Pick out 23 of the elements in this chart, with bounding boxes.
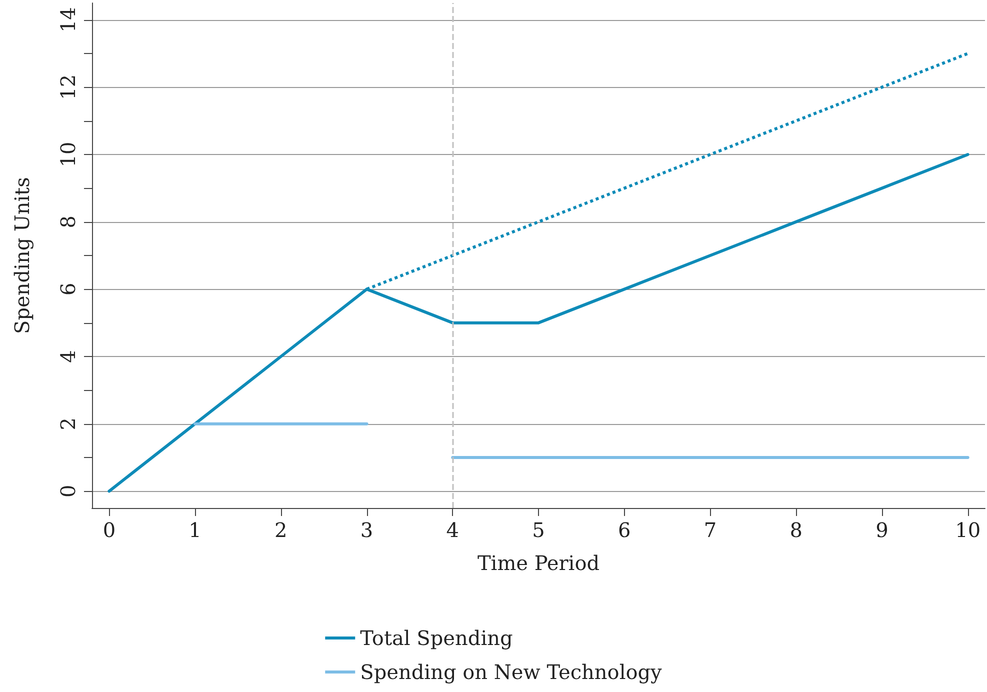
y-tick-label: 2 bbox=[56, 417, 80, 430]
x-tick-label: 10 bbox=[955, 518, 981, 542]
x-tick-label: 4 bbox=[446, 518, 459, 542]
y-tick-label: 4 bbox=[56, 350, 80, 363]
x-tick-label: 9 bbox=[876, 518, 888, 542]
x-tick-label: 6 bbox=[618, 518, 631, 542]
x-tick-label: 1 bbox=[188, 518, 202, 542]
x-tick-label: 8 bbox=[790, 518, 802, 542]
y-tick-label: 14 bbox=[56, 7, 80, 33]
x-tick-label: 3 bbox=[360, 518, 374, 542]
y-tick-label: 0 bbox=[56, 484, 80, 498]
x-tick-label: 5 bbox=[532, 518, 545, 542]
y-tick-label: 12 bbox=[56, 74, 80, 100]
y-tick-label: 6 bbox=[56, 282, 80, 296]
x-axis-title: Time Period bbox=[477, 551, 600, 575]
y-axis-title: Spending Units bbox=[10, 177, 34, 334]
x-tick-label: 7 bbox=[704, 518, 717, 542]
y-tick-label: 10 bbox=[56, 142, 80, 168]
x-tick-label: 0 bbox=[102, 518, 116, 542]
legend-label: Total Spending bbox=[360, 626, 513, 650]
y-tick-label: 8 bbox=[56, 215, 80, 228]
x-tick-label: 2 bbox=[274, 518, 288, 542]
legend-label: Spending on New Technology bbox=[360, 660, 663, 684]
